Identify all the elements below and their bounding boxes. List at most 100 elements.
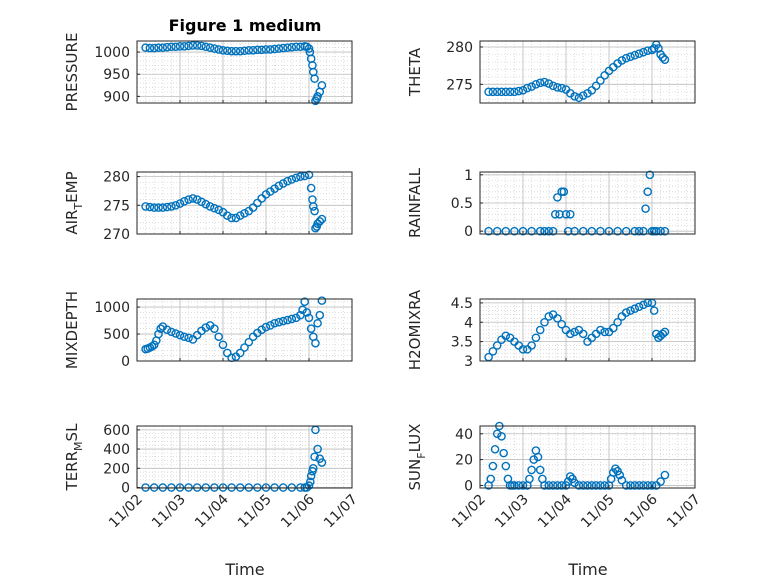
data-point bbox=[501, 226, 511, 236]
data-point bbox=[596, 325, 605, 335]
data-point bbox=[535, 78, 545, 88]
y-tick-label: 280 bbox=[103, 170, 130, 186]
data-point bbox=[600, 327, 610, 337]
data-point bbox=[317, 214, 327, 224]
data-point bbox=[510, 481, 519, 490]
data-point bbox=[197, 41, 206, 51]
data-point bbox=[298, 305, 307, 315]
data-point bbox=[274, 317, 284, 327]
data-point bbox=[626, 481, 635, 490]
data-point bbox=[535, 325, 545, 335]
data-point bbox=[214, 205, 223, 215]
data-point bbox=[248, 46, 258, 55]
data-point bbox=[201, 42, 211, 52]
data-point bbox=[317, 296, 327, 305]
data-point bbox=[305, 477, 315, 487]
data-point bbox=[171, 42, 180, 52]
data-point bbox=[265, 45, 275, 54]
data-point bbox=[591, 481, 601, 490]
data-point bbox=[510, 226, 519, 236]
data-point bbox=[621, 481, 631, 490]
data-point bbox=[544, 481, 554, 490]
data-point bbox=[600, 71, 610, 80]
data-point bbox=[647, 481, 657, 490]
data-point bbox=[639, 226, 648, 236]
data-point bbox=[639, 300, 648, 310]
data-point bbox=[574, 93, 584, 103]
data-point bbox=[311, 223, 320, 233]
data-point bbox=[615, 470, 625, 480]
y-tick-label: 270 bbox=[103, 227, 130, 243]
data-point bbox=[222, 348, 232, 358]
data-point bbox=[587, 481, 597, 490]
data-point bbox=[184, 41, 193, 51]
data-point bbox=[510, 87, 519, 97]
y-axis-label: TERRMSL bbox=[63, 423, 85, 492]
data-point bbox=[621, 308, 631, 317]
data-point bbox=[313, 444, 322, 454]
data-point bbox=[639, 481, 648, 490]
x-axis-label-left: Time bbox=[224, 560, 264, 579]
data-point bbox=[660, 226, 670, 236]
data-point bbox=[578, 481, 588, 490]
data-point bbox=[162, 202, 172, 212]
data-point bbox=[630, 226, 640, 236]
data-point bbox=[518, 345, 528, 354]
data-point bbox=[162, 325, 172, 335]
data-point bbox=[490, 444, 500, 454]
y-tick-label: 1 bbox=[464, 168, 473, 184]
data-point bbox=[591, 81, 601, 91]
y-axis-label: RAINFALL bbox=[406, 167, 424, 238]
data-point bbox=[658, 329, 668, 339]
data-point bbox=[300, 297, 310, 306]
plot-area bbox=[480, 41, 695, 103]
y-tick-label: 500 bbox=[103, 327, 130, 343]
data-point bbox=[649, 306, 659, 315]
data-point bbox=[214, 45, 223, 54]
data-point bbox=[656, 226, 665, 236]
x-tick-label: 11/04 bbox=[192, 491, 232, 531]
data-point bbox=[626, 52, 635, 61]
data-point bbox=[253, 45, 262, 55]
panel-2: 280 275 THETA bbox=[406, 40, 696, 104]
data-point bbox=[315, 310, 325, 320]
y-tick-label: 200 bbox=[103, 461, 130, 477]
data-point bbox=[231, 213, 241, 223]
data-point bbox=[240, 343, 249, 352]
x-tick-label: 11/06 bbox=[278, 491, 318, 531]
panel-6: 4.5 4 3.5 3 H2OMIXRA bbox=[406, 289, 696, 370]
data-point bbox=[630, 50, 640, 60]
x-tick-label: 11/02 bbox=[449, 492, 489, 532]
y-tick-label: 0 bbox=[121, 481, 130, 497]
data-point bbox=[167, 42, 176, 52]
data-point bbox=[240, 46, 249, 56]
y-tick-label: 0 bbox=[464, 224, 473, 240]
data-point bbox=[583, 481, 592, 490]
data-point bbox=[540, 317, 549, 327]
data-point bbox=[527, 82, 536, 91]
data-point bbox=[149, 340, 159, 350]
data-point bbox=[544, 312, 554, 321]
data-point bbox=[531, 80, 541, 89]
data-point bbox=[158, 43, 168, 52]
data-point bbox=[313, 219, 322, 228]
y-axis-label: MIXDEPTH bbox=[63, 291, 81, 369]
data-point bbox=[604, 226, 614, 236]
data-point bbox=[308, 463, 318, 473]
data-point bbox=[611, 464, 620, 473]
data-point bbox=[630, 304, 640, 313]
data-point bbox=[587, 226, 597, 236]
data-point bbox=[499, 448, 508, 458]
y-tick-label: 600 bbox=[103, 423, 130, 439]
data-point bbox=[261, 45, 271, 54]
data-point bbox=[523, 83, 532, 93]
data-point bbox=[634, 49, 644, 58]
data-point bbox=[557, 481, 567, 490]
data-point bbox=[201, 199, 211, 209]
data-point bbox=[265, 321, 275, 330]
data-point bbox=[555, 209, 564, 219]
data-point bbox=[643, 187, 653, 197]
data-point bbox=[154, 43, 163, 52]
x-tick-label: 11/03 bbox=[149, 492, 189, 532]
